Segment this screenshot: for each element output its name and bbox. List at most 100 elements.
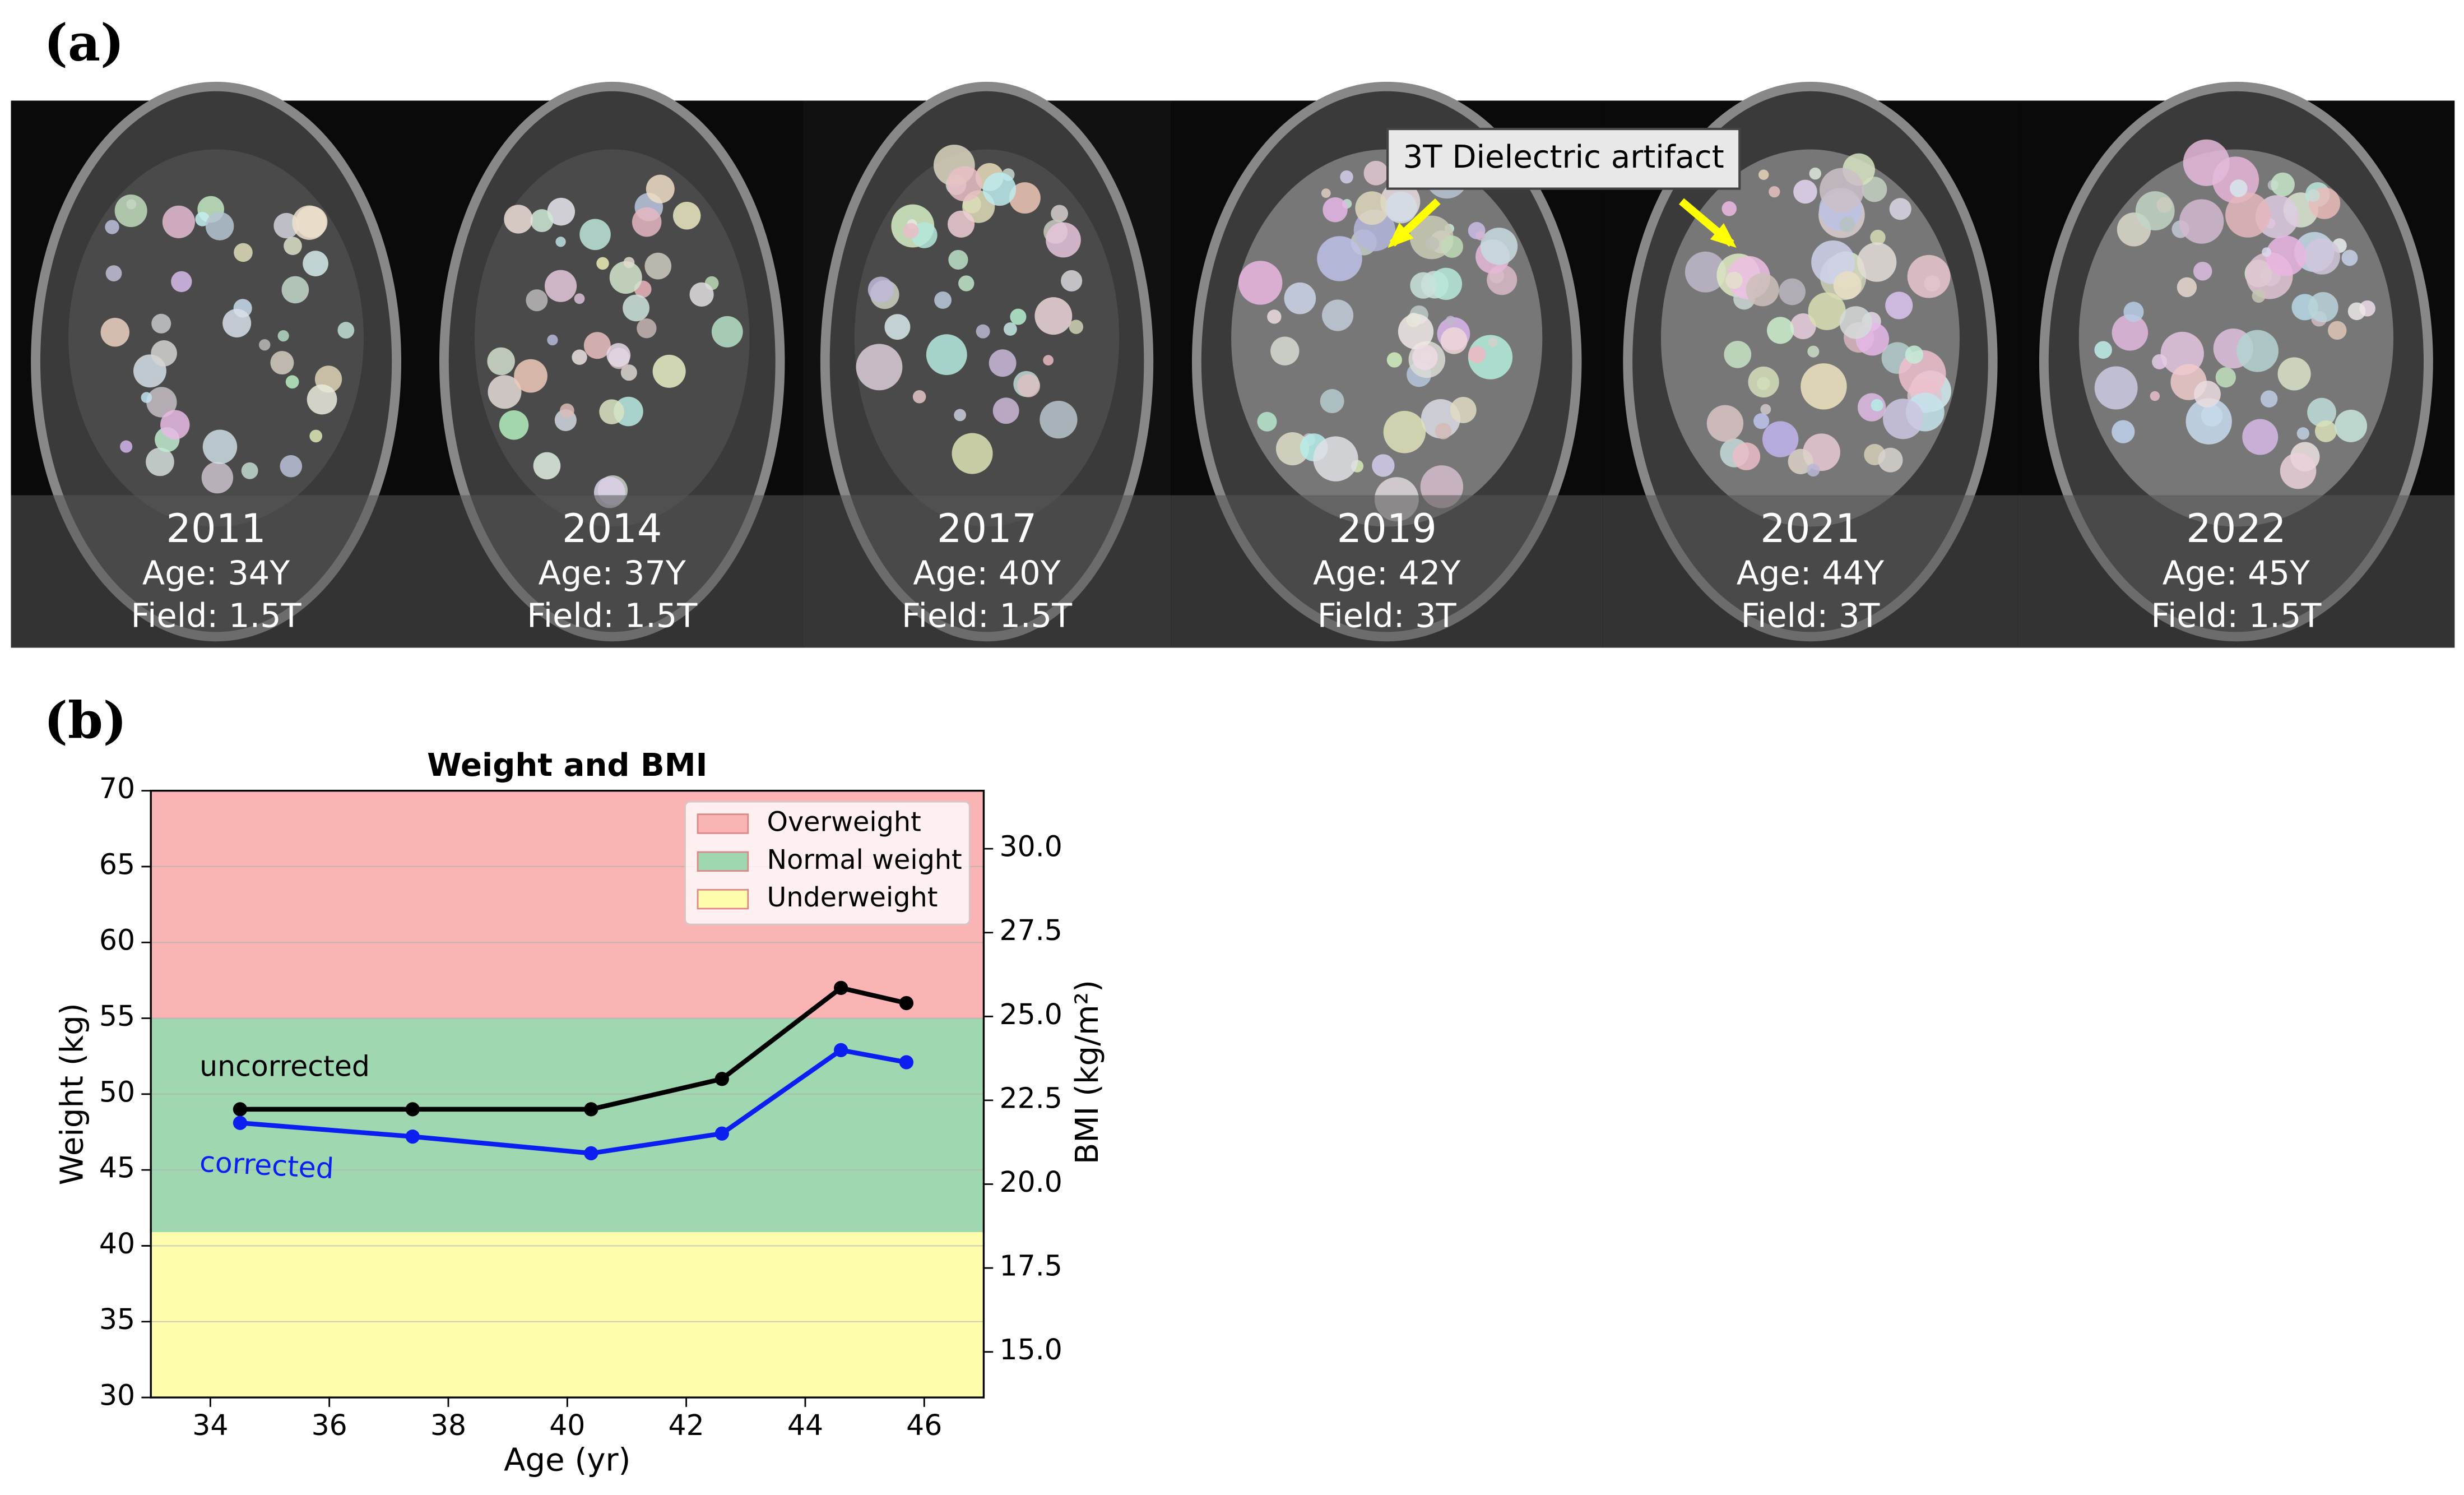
caption-overlay	[1603, 495, 2018, 648]
series-label: corrected	[199, 1145, 335, 1185]
mri-texture	[1412, 344, 1438, 371]
mri-texture	[948, 210, 975, 238]
mri-texture	[1862, 177, 1887, 202]
band	[151, 1232, 984, 1398]
mri-texture	[2230, 179, 2248, 197]
point	[899, 996, 914, 1011]
mri-texture	[2185, 398, 2232, 445]
y2-tick-label: 17.5	[999, 1249, 1062, 1283]
mri-texture	[1238, 261, 1283, 305]
mri-texture	[1808, 292, 1846, 330]
mri-texture	[1721, 201, 1737, 216]
mri-texture	[1061, 270, 1083, 292]
mri-texture	[530, 209, 554, 233]
point	[834, 1043, 848, 1057]
mri-texture	[2177, 277, 2197, 298]
mri-texture	[1793, 179, 1817, 204]
mri-texture	[599, 399, 624, 424]
mri-texture	[1440, 327, 1468, 354]
mri-texture	[547, 334, 558, 346]
scan-age: Age: 34Y	[142, 554, 290, 593]
mri-texture	[632, 207, 662, 237]
mri-texture	[146, 387, 177, 418]
mri-texture	[652, 354, 686, 388]
mri-texture	[162, 205, 196, 239]
y-tick-label: 55	[99, 999, 135, 1033]
mri-texture	[2242, 419, 2279, 455]
mri-texture	[1406, 312, 1421, 327]
caption-overlay	[421, 495, 803, 648]
mri-texture	[1871, 399, 1883, 411]
caption-overlay	[1171, 495, 1603, 648]
mri-texture	[1340, 170, 1353, 184]
chart: 30 35 40 45 50 55 60 65 70 15.0 17.5 20.0 22.5 25.0 27…	[54, 747, 1106, 1478]
mri-texture	[1275, 432, 1310, 466]
mri-texture	[2260, 390, 2278, 408]
mri-texture	[1905, 345, 1924, 364]
mri-texture	[2179, 199, 2224, 244]
x-tick-label: 34	[192, 1409, 228, 1442]
mri-texture	[1732, 442, 1761, 470]
mri-texture	[1320, 389, 1344, 414]
mri-texture	[1809, 167, 1822, 180]
y2-tick-label: 22.5	[999, 1081, 1062, 1114]
scan-age: Age: 40Y	[913, 554, 1061, 593]
mri-texture	[1488, 337, 1498, 347]
mri-texture	[2123, 302, 2144, 322]
mri-texture	[1383, 411, 1426, 453]
mri-texture	[547, 197, 576, 226]
mri-texture	[596, 257, 609, 270]
mri-texture	[912, 390, 926, 404]
y2-axis-label: BMI (kg/m²)	[1069, 980, 1106, 1164]
mri-texture	[2150, 391, 2160, 401]
y2-tick-label: 30.0	[999, 830, 1062, 863]
point	[405, 1102, 420, 1117]
mri-texture	[579, 219, 611, 251]
caption-overlay	[11, 495, 421, 648]
legend-label: Overweight	[767, 807, 921, 838]
scan-field: Field: 1.5T	[527, 596, 698, 635]
mri-texture	[504, 205, 533, 234]
mri-texture	[280, 455, 303, 478]
mri-texture	[1475, 231, 1486, 240]
mri-texture	[1685, 251, 1726, 293]
mri-texture	[1779, 278, 1806, 306]
legend-label: Normal weight	[767, 845, 962, 876]
legend-swatch	[697, 851, 749, 872]
scan-field: Field: 3T	[1317, 596, 1457, 635]
x-tick-label: 40	[549, 1409, 585, 1442]
scan-year: 2017	[937, 506, 1037, 552]
y-tick-label: 70	[99, 772, 135, 805]
mri-texture	[1323, 197, 1348, 223]
mri-texture	[646, 174, 675, 203]
mri-texture	[2152, 354, 2168, 369]
mri-texture	[284, 237, 302, 255]
mri-texture	[2314, 420, 2337, 442]
series-line	[240, 1047, 907, 1156]
mri-texture	[146, 447, 174, 476]
mri-texture	[1833, 271, 1862, 299]
caption-overlay	[2017, 495, 2455, 648]
mri-texture	[689, 282, 714, 307]
annotation-box	[1386, 127, 1741, 190]
mri-texture	[1907, 254, 1951, 298]
point	[714, 1072, 729, 1086]
mri-texture	[1410, 272, 1437, 299]
mri-texture	[1069, 320, 1084, 334]
point	[899, 1055, 914, 1070]
mri-texture	[1857, 242, 1897, 282]
mri-texture	[241, 462, 258, 479]
mri-texture	[285, 375, 299, 389]
scan-year: 2022	[2186, 506, 2286, 552]
mri-texture	[672, 202, 701, 230]
mri-texture	[120, 440, 133, 453]
mri-texture	[1363, 160, 1389, 186]
mri-texture	[2328, 321, 2347, 340]
mri-texture	[606, 343, 631, 367]
mri-texture	[2307, 189, 2320, 202]
y2-tick-label: 25.0	[999, 998, 1062, 1031]
mri-texture	[234, 243, 253, 262]
mri-texture	[1758, 169, 1769, 180]
mri-texture	[114, 195, 147, 228]
mri-texture	[583, 332, 611, 359]
